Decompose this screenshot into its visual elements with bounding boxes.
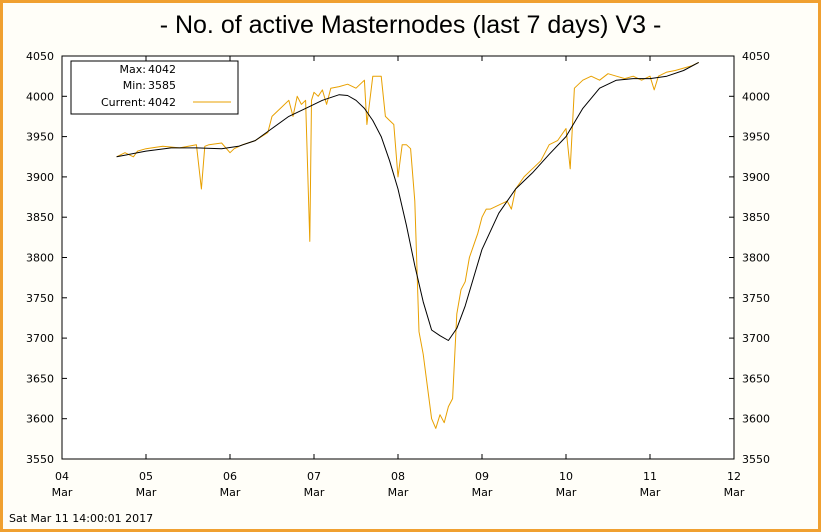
x-tick-label-month: Mar: [136, 486, 157, 499]
x-tick-label-day: 11: [643, 470, 657, 483]
x-tick-label-month: Mar: [724, 486, 745, 499]
x-tick-label-day: 09: [475, 470, 489, 483]
y-tick-label-left: 4000: [26, 90, 54, 103]
legend-current-value: 4042: [148, 96, 176, 109]
legend-max-label: Max:: [120, 63, 146, 76]
y-tick-label-right: 3950: [742, 131, 770, 144]
x-tick-label-day: 06: [223, 470, 237, 483]
x-tick-label-month: Mar: [472, 486, 493, 499]
y-tick-label-left: 3900: [26, 171, 54, 184]
x-tick-label-day: 07: [307, 470, 321, 483]
legend: Max: 4042 Min: 3585 Current: 4042: [70, 60, 239, 115]
legend-max-value: 4042: [148, 63, 176, 76]
y-tick-label-left: 3700: [26, 332, 54, 345]
timestamp-footer: Sat Mar 11 14:00:01 2017: [9, 512, 154, 525]
y-tick-label-left: 3850: [26, 211, 54, 224]
plot-area: [61, 55, 735, 460]
x-tick-label-month: Mar: [388, 486, 409, 499]
x-tick-label-month: Mar: [220, 486, 241, 499]
y-tick-label-right: 3600: [742, 413, 770, 426]
y-tick-label-right: 3850: [742, 211, 770, 224]
y-tick-label-left: 3800: [26, 252, 54, 265]
y-tick-label-left: 3550: [26, 453, 54, 466]
x-tick-label-day: 04: [55, 470, 69, 483]
legend-min-label: Min:: [123, 79, 146, 92]
x-tick-label-month: Mar: [556, 486, 577, 499]
y-tick-label-right: 4050: [742, 50, 770, 63]
y-tick-label-left: 3750: [26, 292, 54, 305]
axis-ticks: 3550 3550 3600 3600 3650 3650 3700 3700 3750 3750…: [26, 50, 770, 499]
legend-box: [70, 60, 239, 115]
y-tick-label-left: 4050: [26, 50, 54, 63]
series-lines: [116, 61, 699, 429]
smoothed-masternode-series-line: [116, 61, 699, 341]
y-tick-label-left: 3650: [26, 372, 54, 385]
x-tick-label-day: 05: [139, 470, 153, 483]
x-tick-label-month: Mar: [304, 486, 325, 499]
y-tick-label-right: 3900: [742, 171, 770, 184]
y-tick-label-right: 3650: [742, 372, 770, 385]
x-tick-label-month: Mar: [52, 486, 73, 499]
y-tick-label-right: 3550: [742, 453, 770, 466]
legend-current-label: Current:: [101, 96, 146, 109]
y-tick-label-right: 3750: [742, 292, 770, 305]
x-tick-label-day: 08: [391, 470, 405, 483]
y-tick-label-right: 3700: [742, 332, 770, 345]
chart-title: - No. of active Masternodes (last 7 days…: [159, 11, 662, 39]
legend-min-value: 3585: [148, 79, 176, 92]
y-tick-label-left: 3950: [26, 131, 54, 144]
x-tick-label-month: Mar: [640, 486, 661, 499]
y-tick-label-left: 3600: [26, 413, 54, 426]
x-tick-label-day: 10: [559, 470, 573, 483]
y-tick-label-right: 3800: [742, 252, 770, 265]
x-tick-label-day: 12: [727, 470, 741, 483]
y-tick-label-right: 4000: [742, 90, 770, 103]
